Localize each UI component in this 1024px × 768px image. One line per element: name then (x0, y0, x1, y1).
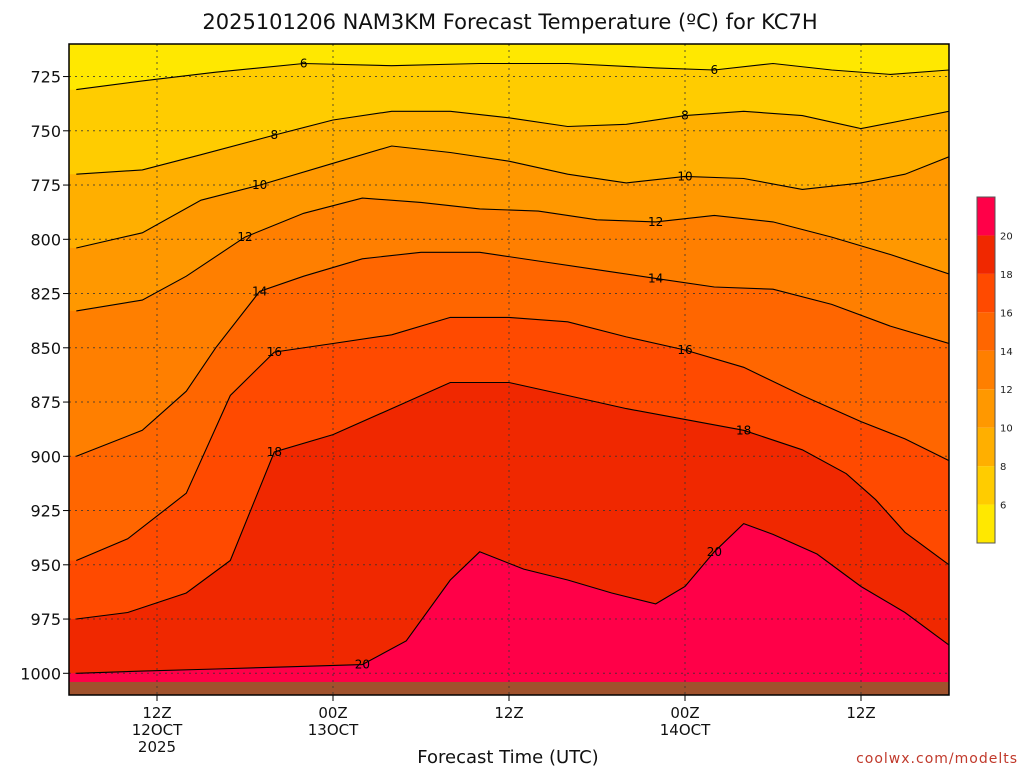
colorbar-swatch (977, 235, 995, 274)
isotherm-label-8: 8 (271, 128, 279, 142)
colorbar-swatch (977, 197, 995, 236)
x-tick-label: 00Z (670, 704, 699, 722)
isotherm-10 (76, 145, 949, 249)
colorbar-swatch (977, 504, 995, 543)
colorbar-tick-label: 10 (1000, 424, 1013, 435)
isotherm-label-6: 6 (711, 63, 719, 77)
colorbar-frame (976, 196, 996, 544)
isotherm-16 (76, 316, 949, 562)
colorbar-swatch (977, 427, 995, 467)
isotherm-label-8: 8 (681, 109, 689, 123)
isotherm-label-12: 12 (648, 215, 663, 229)
colorbar-tick-label: 14 (1000, 347, 1013, 358)
colorbar-swatch (977, 466, 995, 505)
x-tick-label: 00Z (318, 704, 347, 722)
isotherm-14 (76, 251, 949, 457)
y-tick-label: 800 (30, 230, 61, 249)
isotherm-label-6: 6 (300, 57, 308, 71)
isotherm-20 (76, 522, 949, 674)
isotherm-label-18: 18 (736, 423, 751, 437)
colorbar-swatch (977, 273, 995, 313)
colorbar-swatch (977, 389, 995, 428)
colorbar-tick-label: 8 (1000, 462, 1006, 473)
x-tick-label: 12Z (494, 704, 523, 722)
x-tick-label: 12Z (846, 704, 875, 722)
y-tick-label: 875 (30, 393, 61, 412)
x-axis-label: Forecast Time (UTC) (417, 747, 598, 768)
isotherm-label-16: 16 (267, 345, 282, 359)
contour-field: 6 6 8 8 10 10 12 12 14 14 16 16 18 18 20 20 (69, 44, 949, 695)
colorbar-tick-label: 16 (1000, 308, 1013, 319)
x-tick-label: 12Z (142, 704, 171, 722)
colorbar-swatch (977, 350, 995, 390)
chart-title: 2025101206 NAM3KM Forecast Temperature (… (202, 10, 817, 34)
x-tick-label: 12OCT (132, 721, 183, 739)
y-tick-label: 925 (30, 502, 61, 521)
isotherm-8 (76, 110, 949, 175)
y-tick-label: 825 (30, 285, 61, 304)
isotherm-label-20: 20 (707, 545, 722, 559)
isotherm-label-14: 14 (648, 271, 663, 285)
isotherm-label-20: 20 (355, 658, 370, 672)
y-tick-label: 950 (30, 556, 61, 575)
colorbar-tick-label: 12 (1000, 385, 1013, 396)
y-tick-label: 975 (30, 610, 61, 629)
isotherm-18 (76, 381, 949, 620)
site-credit: coolwx.com/modelts (856, 751, 1018, 767)
colorbar-swatch (977, 312, 995, 351)
y-tick-label: 900 (30, 447, 61, 466)
y-tick-label: 775 (30, 176, 61, 195)
y-tick-label: 1000 (20, 664, 61, 683)
isotherm-label-10: 10 (252, 178, 267, 192)
isotherm-label-10: 10 (677, 169, 692, 183)
colorbar-tick-label: 20 (1000, 231, 1013, 242)
isotherm-label-12: 12 (237, 230, 252, 244)
isotherm-label-16: 16 (677, 343, 692, 357)
isotherm-label-14: 14 (252, 284, 267, 298)
isotherm-6 (76, 62, 949, 91)
y-tick-label: 725 (30, 68, 61, 87)
y-tick-label: 750 (30, 122, 61, 141)
terrain-strip (69, 681, 949, 695)
x-tick-label: 13OCT (308, 721, 359, 739)
colorbar-tick-label: 18 (1000, 270, 1013, 281)
x-tick-label: 14OCT (660, 721, 711, 739)
isotherm-12 (76, 197, 949, 312)
y-tick-label: 850 (30, 339, 61, 358)
isotherm-label-18: 18 (267, 445, 282, 459)
x-tick-label: 2025 (138, 738, 176, 756)
colorbar-tick-label: 6 (1000, 501, 1006, 512)
